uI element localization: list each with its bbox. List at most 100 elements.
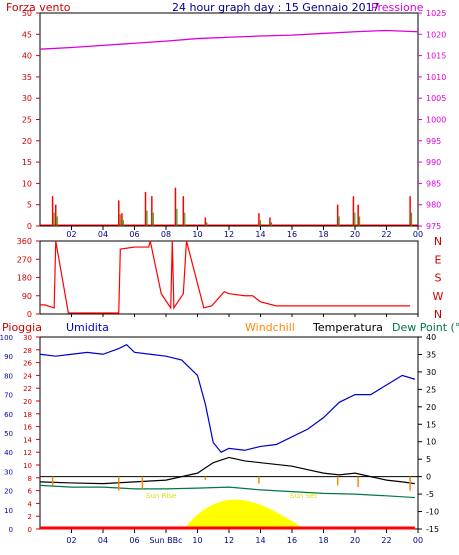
wind-tick-label: 25	[22, 116, 32, 125]
wind-tick-label: 15	[22, 158, 32, 167]
wind-tick-label: 10	[22, 179, 32, 188]
temperature-line	[39, 456, 415, 485]
bottom-x-tick-label: 20	[350, 536, 360, 545]
bottom-x-tick-label: 02	[66, 536, 76, 545]
x-tick-label: 10	[192, 230, 202, 239]
rain-tick-label: 0	[28, 526, 32, 534]
bottom-x-tick-label: 16	[287, 536, 297, 545]
chart-title: 24 hour graph day : 15 Gennaio 2017	[172, 1, 380, 14]
humidity-tick-label: 40	[4, 449, 13, 457]
pressure-tick-label: 1025	[426, 9, 446, 18]
x-tick-label: 20	[350, 230, 360, 239]
direction-tick-label: 360	[17, 237, 32, 246]
humidity-tick-label: 10	[4, 507, 13, 515]
x-tick-label: 02	[66, 230, 76, 239]
rain-tick-label: 22	[23, 385, 32, 393]
sun-rise-label: Sun Rise	[146, 492, 176, 500]
pressure-tick-label: 1010	[426, 73, 446, 82]
compass-label: E	[435, 253, 442, 266]
rain-tick-label: 14	[23, 436, 32, 444]
bottom-x-tick-label: 06	[129, 536, 139, 545]
top-plot-area	[39, 12, 419, 227]
temperature-tick-label: 0	[426, 473, 431, 482]
compass-label: N	[434, 308, 442, 321]
temperature-tick-label: 25	[426, 385, 436, 394]
rain-tick-label: 20	[23, 398, 32, 406]
wind-tick-label: 5	[27, 201, 32, 210]
temperature-tick-label: -5	[426, 490, 434, 499]
pressure-tick-label: 1000	[426, 116, 446, 125]
temperature-tick-label: 10	[426, 438, 436, 447]
temperature-tick-label: 35	[426, 350, 436, 359]
pressure-tick-label: 995	[426, 137, 441, 146]
rain-tick-label: 10	[23, 462, 32, 470]
humidity-tick-label: 30	[4, 468, 13, 476]
pressure-tick-label: 1020	[426, 30, 446, 39]
humidity-label: Umidita	[66, 321, 109, 334]
wind-tick-label: 0	[27, 222, 32, 231]
rain-tick-label: 6	[28, 488, 33, 496]
dewpoint-line	[39, 484, 415, 499]
x-tick-label: 12	[224, 230, 234, 239]
x-tick-label: 14	[255, 230, 265, 239]
temperature-tick-label: -10	[426, 508, 439, 517]
temperature-tick-label: 40	[426, 333, 436, 342]
bottom-x-tick-label: 18	[318, 536, 328, 545]
wind-title: Forza vento	[6, 1, 71, 14]
rain-tick-label: 8	[28, 475, 32, 483]
pressure-tick-label: 975	[426, 222, 441, 231]
pressure-tick-label: 985	[426, 179, 441, 188]
direction-tick-label: 90	[22, 292, 32, 301]
humidity-tick-label: 70	[4, 392, 13, 400]
pressure-tick-label: 990	[426, 158, 441, 167]
x-tick-label: 08	[161, 230, 171, 239]
pressure-tick-label: 1015	[426, 52, 446, 61]
wind-tick-label: 35	[22, 73, 32, 82]
humidity-tick-label: 50	[4, 430, 13, 438]
rain-tick-label: 28	[23, 347, 32, 355]
temperature-tick-label: -15	[426, 525, 439, 534]
rain-tick-label: 26	[23, 360, 32, 368]
temperature-label: Temperatura	[312, 321, 383, 334]
temperature-tick-label: 15	[426, 420, 436, 429]
x-tick-label: 06	[129, 230, 139, 239]
humidity-tick-label: 80	[4, 372, 13, 380]
direction-tick-label: 270	[17, 255, 32, 264]
x-tick-label: 00	[413, 230, 423, 239]
sun-set-label: Sun Set	[290, 492, 317, 500]
bottom-x-tick-label: 12	[224, 536, 234, 545]
direction-tick-label: 0	[27, 310, 32, 319]
rain-tick-label: 30	[23, 334, 32, 342]
pressure-line	[39, 29, 419, 50]
pressure-tick-label: 980	[426, 201, 441, 210]
bottom-x-tick-label: Sun BBc	[149, 536, 182, 545]
wind-tick-label: 20	[22, 137, 32, 146]
humidity-line	[39, 343, 416, 453]
bottom-x-tick-label: 00	[413, 536, 423, 545]
windchill-label: Windchill	[245, 321, 295, 334]
bottom-x-tick-label: 04	[98, 536, 108, 545]
bottom-x-tick-label: 22	[381, 536, 391, 545]
direction-line	[40, 240, 411, 314]
x-tick-label: 16	[287, 230, 297, 239]
humidity-tick-label: 0	[9, 526, 13, 534]
humidity-tick-label: 20	[4, 488, 13, 496]
x-tick-label: 04	[98, 230, 108, 239]
temperature-tick-label: 30	[426, 368, 436, 377]
compass-label: W	[433, 290, 444, 303]
x-tick-label: 22	[381, 230, 391, 239]
bottom-x-tick-label: 10	[192, 536, 202, 545]
wind-tick-label: 30	[22, 94, 32, 103]
humidity-tick-label: 90	[4, 353, 13, 361]
rain-tick-label: 2	[28, 513, 32, 521]
rain-tick-label: 4	[28, 500, 33, 508]
rain-tick-label: 12	[23, 449, 32, 457]
wind-tick-label: 50	[22, 9, 32, 18]
rain-tick-label: 24	[23, 372, 32, 380]
wind-tick-label: 45	[22, 30, 32, 39]
compass-label: S	[435, 272, 442, 285]
rain-label: Pioggia	[2, 321, 42, 334]
compass-label: N	[434, 235, 442, 248]
direction-plot-area	[39, 240, 419, 315]
